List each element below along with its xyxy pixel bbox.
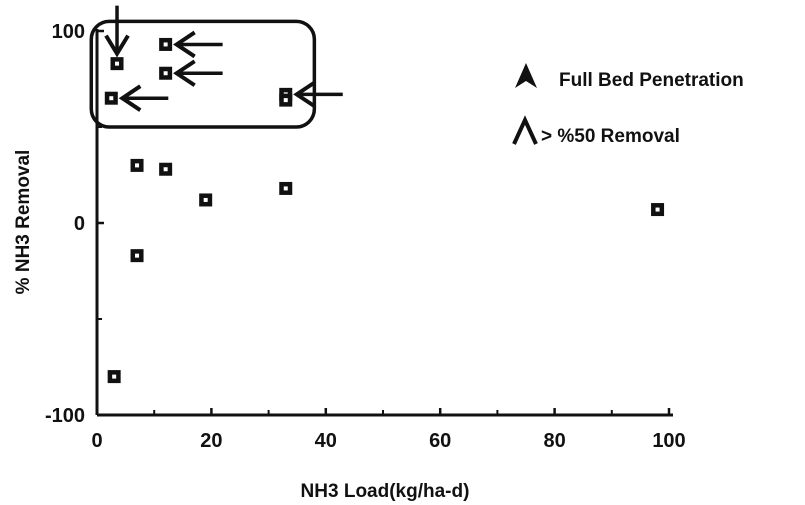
arrow-left-annotation — [293, 80, 343, 109]
x-tick-label: 0 — [91, 430, 102, 452]
arrow-head — [173, 59, 196, 87]
legend: Full Bed Penetration > %50 Removal — [512, 63, 744, 147]
x-tick-label: 100 — [652, 430, 685, 452]
data-point — [130, 249, 144, 263]
x-tick-label: 20 — [200, 430, 222, 452]
point-marker-center — [655, 207, 660, 212]
open-arrowhead-icon — [512, 115, 538, 145]
data-point — [279, 181, 293, 195]
x-tick-label: 40 — [315, 430, 337, 452]
data-point — [104, 91, 118, 105]
data-points — [104, 37, 665, 384]
data-point — [279, 93, 293, 107]
data-point — [651, 203, 665, 217]
point-marker-center — [115, 61, 120, 66]
data-point — [110, 57, 124, 71]
arrow-annotations — [104, 5, 343, 112]
x-tick-label: 60 — [429, 430, 451, 452]
point-marker-center — [112, 374, 117, 379]
legend-label: Full Bed Penetration — [559, 70, 744, 91]
data-point — [130, 158, 144, 172]
legend-item-full-bed-penetration: Full Bed Penetration — [515, 63, 744, 91]
point-marker-center — [163, 167, 168, 172]
point-marker-center — [135, 253, 140, 258]
point-marker-center — [203, 197, 208, 202]
x-axis-label: NH3 Load(kg/ha-d) — [301, 481, 470, 502]
arrow-down-annotation — [104, 5, 130, 58]
data-point — [159, 162, 173, 176]
y-tick-label: -100 — [45, 405, 85, 427]
y-tick-label: 100 — [52, 21, 85, 43]
point-marker-center — [283, 98, 288, 103]
point-marker-center — [135, 163, 140, 168]
legend-item-removal-50: > %50 Removal — [512, 115, 680, 147]
data-point — [159, 37, 173, 51]
arrow-head — [173, 30, 196, 59]
arrow-left-annotation — [173, 59, 223, 87]
arrow-head — [293, 80, 316, 109]
data-point — [107, 370, 121, 384]
arrow-left-annotation — [118, 84, 169, 112]
tick-group: 0 20 40 60 80 100 100 0 -100 — [45, 21, 686, 452]
point-marker-center — [163, 42, 168, 47]
arrow-left-annotation — [173, 30, 223, 59]
y-axis-label: % NH3 Removal — [13, 150, 34, 295]
x-tick-label: 80 — [543, 430, 565, 452]
filled-arrowhead-icon — [515, 63, 537, 88]
point-marker-center — [109, 96, 114, 101]
arrow-head — [104, 34, 130, 58]
data-point — [199, 193, 213, 207]
legend-label: > %50 Removal — [541, 126, 680, 147]
arrow-head — [118, 84, 142, 112]
y-tick-label: 0 — [74, 213, 85, 235]
point-marker-center — [283, 186, 288, 191]
point-marker-center — [163, 71, 168, 76]
data-point — [159, 66, 173, 80]
highlight-box — [89, 19, 317, 129]
